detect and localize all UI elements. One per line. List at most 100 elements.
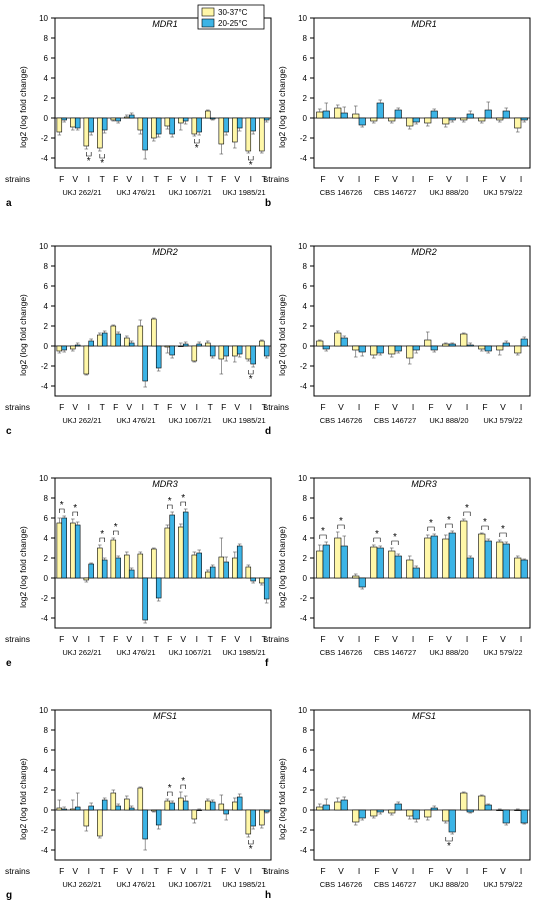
significance-star: *: [87, 156, 91, 167]
bar-warm: [496, 345, 504, 351]
treatment-label: I: [250, 866, 252, 876]
bar-warm: [97, 334, 103, 347]
treatment-label: V: [180, 174, 186, 184]
significance-star: *: [168, 783, 172, 794]
treatment-label: I: [250, 174, 252, 184]
treatment-label: V: [392, 866, 398, 876]
y-tick-label: -4: [300, 846, 308, 855]
bar-warm: [191, 117, 198, 135]
bar-warm: [178, 526, 184, 579]
bar-cool: [101, 117, 108, 131]
strains-row-label: strains: [5, 174, 30, 184]
treatment-label: V: [234, 634, 240, 644]
treatment-label: I: [412, 634, 414, 644]
treatment-label: F: [320, 866, 325, 876]
bar-warm: [478, 117, 486, 122]
treatment-label: I: [358, 402, 360, 412]
bar-warm: [334, 537, 342, 579]
treatment-label: F: [59, 174, 64, 184]
panel-letter: e: [6, 658, 12, 669]
treatment-label: F: [167, 174, 172, 184]
treatment-label: I: [196, 402, 198, 412]
bar-warm: [370, 117, 378, 122]
bar-cool: [520, 338, 528, 347]
treatment-label: I: [196, 174, 198, 184]
bar-cool: [209, 566, 216, 579]
treatment-label: V: [234, 174, 240, 184]
y-tick-label: 2: [44, 786, 49, 795]
treatment-label: I: [250, 402, 252, 412]
treatment-label: T: [208, 402, 213, 412]
treatment-label: V: [500, 634, 506, 644]
bar-warm: [83, 117, 90, 147]
y-tick-label: 4: [44, 534, 49, 543]
bar-warm: [56, 807, 63, 811]
bar-warm: [316, 340, 324, 347]
bar-warm: [460, 117, 468, 121]
bar-warm: [496, 541, 504, 579]
significance-bracket: [463, 511, 471, 516]
bar-cool: [209, 345, 216, 357]
treatment-label: F: [482, 174, 487, 184]
bar-cool: [466, 344, 474, 347]
panel-letter: c: [6, 426, 12, 437]
strain-label: UKJ 1067/21: [168, 188, 211, 197]
bar-cool: [61, 808, 67, 811]
y-tick-label: 4: [303, 74, 308, 83]
plot-frame: [54, 17, 272, 169]
strain-label: UKJ 888/20: [429, 416, 468, 425]
strain-label: UKJ 476/21: [116, 188, 155, 197]
treatment-label: I: [88, 174, 90, 184]
y-tick-label: 4: [303, 534, 308, 543]
significance-star: *: [181, 776, 185, 787]
legend-swatch: [201, 18, 215, 28]
strain-label: UKJ 476/21: [116, 880, 155, 889]
treatment-label: F: [428, 174, 433, 184]
significance-bracket: [167, 504, 173, 509]
bar-cool: [169, 514, 175, 579]
treatment-label: V: [500, 402, 506, 412]
strain-label: UKJ 1985/21: [222, 416, 265, 425]
bar-cool: [101, 332, 108, 347]
bar-cool: [376, 809, 384, 813]
bar-cool: [263, 345, 270, 357]
treatment-label: T: [100, 402, 105, 412]
bar-warm: [110, 117, 117, 121]
y-tick-label: 0: [44, 114, 49, 123]
bar-warm: [70, 522, 76, 579]
significance-bracket: [99, 537, 105, 542]
bar-warm: [514, 345, 522, 354]
bar-cool: [196, 343, 202, 347]
treatment-label: F: [113, 402, 118, 412]
bar-cool: [358, 345, 366, 353]
treatment-label: F: [221, 866, 226, 876]
strain-label: UKJ 888/20: [429, 880, 468, 889]
significance-star: *: [249, 844, 253, 855]
bar-cool: [250, 577, 256, 582]
bar-cool: [484, 804, 492, 811]
bar-cool: [466, 557, 474, 579]
significance-star: *: [447, 841, 451, 852]
significance-bracket: [319, 534, 327, 539]
bar-cool: [115, 805, 121, 811]
treatment-label: I: [142, 866, 144, 876]
bar-cool: [340, 545, 348, 579]
significance-star: *: [100, 529, 104, 540]
bar-warm: [316, 111, 324, 119]
bar-warm: [178, 345, 184, 347]
bar-warm: [151, 548, 157, 579]
bar-cool: [502, 342, 510, 347]
legend-label: 20-25°C: [218, 19, 248, 28]
strain-label: UKJ 579/22: [483, 880, 522, 889]
bar-warm: [232, 117, 238, 143]
y-tick-label: 10: [298, 474, 307, 483]
bar-cool: [340, 112, 348, 119]
y-tick-label: 6: [303, 282, 308, 291]
y-tick-label: 8: [44, 262, 49, 271]
strain-label: CBS 146727: [374, 880, 417, 889]
bar-warm: [388, 809, 396, 814]
y-tick-label: -4: [41, 614, 49, 623]
bar-warm: [496, 117, 504, 121]
bar-warm: [406, 559, 414, 579]
